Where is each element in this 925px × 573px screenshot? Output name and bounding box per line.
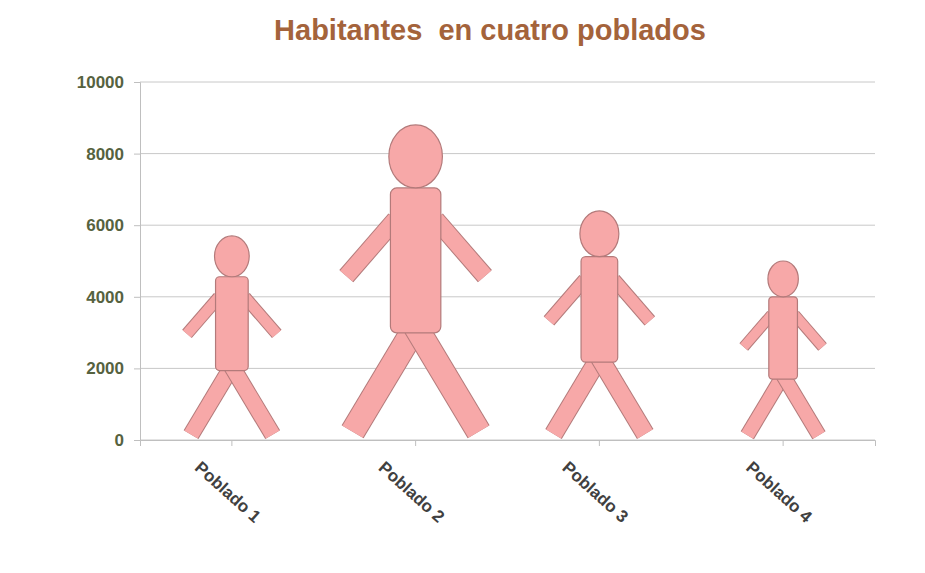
arm (549, 280, 585, 321)
arm (346, 219, 395, 276)
grid-line (140, 368, 875, 369)
body (769, 297, 798, 379)
leg (232, 367, 273, 435)
person-figure (744, 261, 823, 435)
head (768, 261, 798, 297)
leg-outline (232, 367, 273, 435)
arm-outline (549, 280, 585, 321)
y-tick-mark (134, 440, 140, 441)
arm-outline (614, 280, 650, 321)
chart-root: Habitantes en cuatro poblados 0 2000 4000 60… (0, 0, 925, 573)
person-figure (346, 125, 485, 432)
leg-outline (353, 327, 416, 432)
arm-outline (187, 297, 219, 334)
y-tick: 8000 (86, 145, 140, 164)
person-figure (549, 211, 650, 434)
head (389, 125, 443, 188)
arm (245, 297, 277, 334)
leg-outline (783, 376, 819, 436)
y-tick-label: 8000 (86, 145, 124, 164)
plot-area: 0 2000 4000 6000 8000 10000 Poblado 1 Poblado 2… (77, 73, 876, 527)
grid-line (140, 153, 875, 154)
y-tick-mark (134, 82, 140, 83)
x-tick: Poblado 2 (375, 440, 448, 526)
y-tick-label: 2000 (86, 359, 124, 378)
leg-outline (747, 376, 783, 436)
arm-outline (744, 315, 772, 347)
leg (747, 376, 783, 436)
x-tick-mark (783, 440, 784, 446)
leg (783, 376, 819, 436)
y-tick-label: 4000 (86, 288, 124, 307)
leg-outline (554, 358, 600, 434)
y-tick-mark (134, 297, 140, 298)
y-tick-label: 6000 (86, 216, 124, 235)
body (216, 277, 249, 371)
arm-outline (436, 219, 485, 276)
leg (353, 327, 416, 432)
y-tick: 4000 (86, 288, 140, 307)
y-tick: 2000 (86, 359, 140, 378)
person-figure (187, 236, 277, 435)
background (0, 0, 925, 573)
x-tick: Poblado 1 (191, 440, 264, 526)
y-axis-line (134, 83, 141, 441)
x-tick-label: Poblado 3 (559, 458, 632, 526)
x-tick: Poblado 3 (559, 440, 632, 526)
x-axis: Poblado 1 Poblado 2 Poblado 3 Poblado 4 (141, 440, 876, 527)
y-tick-label: 10000 (77, 73, 124, 92)
arm-outline (245, 297, 277, 334)
y-tick-label: 0 (115, 431, 124, 450)
body (390, 188, 440, 333)
x-tick: Poblado 4 (742, 440, 815, 527)
x-tick-mark (415, 440, 416, 446)
arm (795, 315, 823, 347)
y-tick: 6000 (86, 216, 140, 235)
y-tick: 0 (115, 431, 140, 450)
leg-outline (599, 358, 645, 434)
arm (187, 297, 219, 334)
y-tick-mark (134, 368, 140, 369)
head (580, 211, 619, 257)
arm (614, 280, 650, 321)
y-tick: 10000 (77, 73, 140, 92)
leg-outline (191, 367, 232, 435)
x-tick-label: Poblado 4 (742, 458, 815, 527)
arm (744, 315, 772, 347)
x-axis-line (141, 441, 876, 447)
body (581, 257, 618, 362)
arm-outline (346, 219, 395, 276)
leg (416, 327, 479, 432)
leg (191, 367, 232, 435)
grid (140, 82, 875, 440)
leg-outline (416, 327, 479, 432)
x-tick-label: Poblado 1 (191, 458, 264, 526)
head (215, 236, 250, 277)
leg (554, 358, 600, 434)
leg (599, 358, 645, 434)
arm (436, 219, 485, 276)
grid-line (140, 82, 875, 83)
y-tick-mark (134, 154, 140, 155)
arm-outline (795, 315, 823, 347)
y-tick-mark (134, 225, 140, 226)
y-axis: 0 2000 4000 6000 8000 10000 (77, 73, 141, 450)
x-tick-label: Poblado 2 (375, 458, 448, 526)
x-tick-mark (599, 440, 600, 446)
grid-line (140, 225, 875, 226)
chart-title: Habitantes en cuatro poblados (274, 14, 706, 46)
marks (187, 125, 823, 435)
x-tick-mark (231, 440, 232, 446)
